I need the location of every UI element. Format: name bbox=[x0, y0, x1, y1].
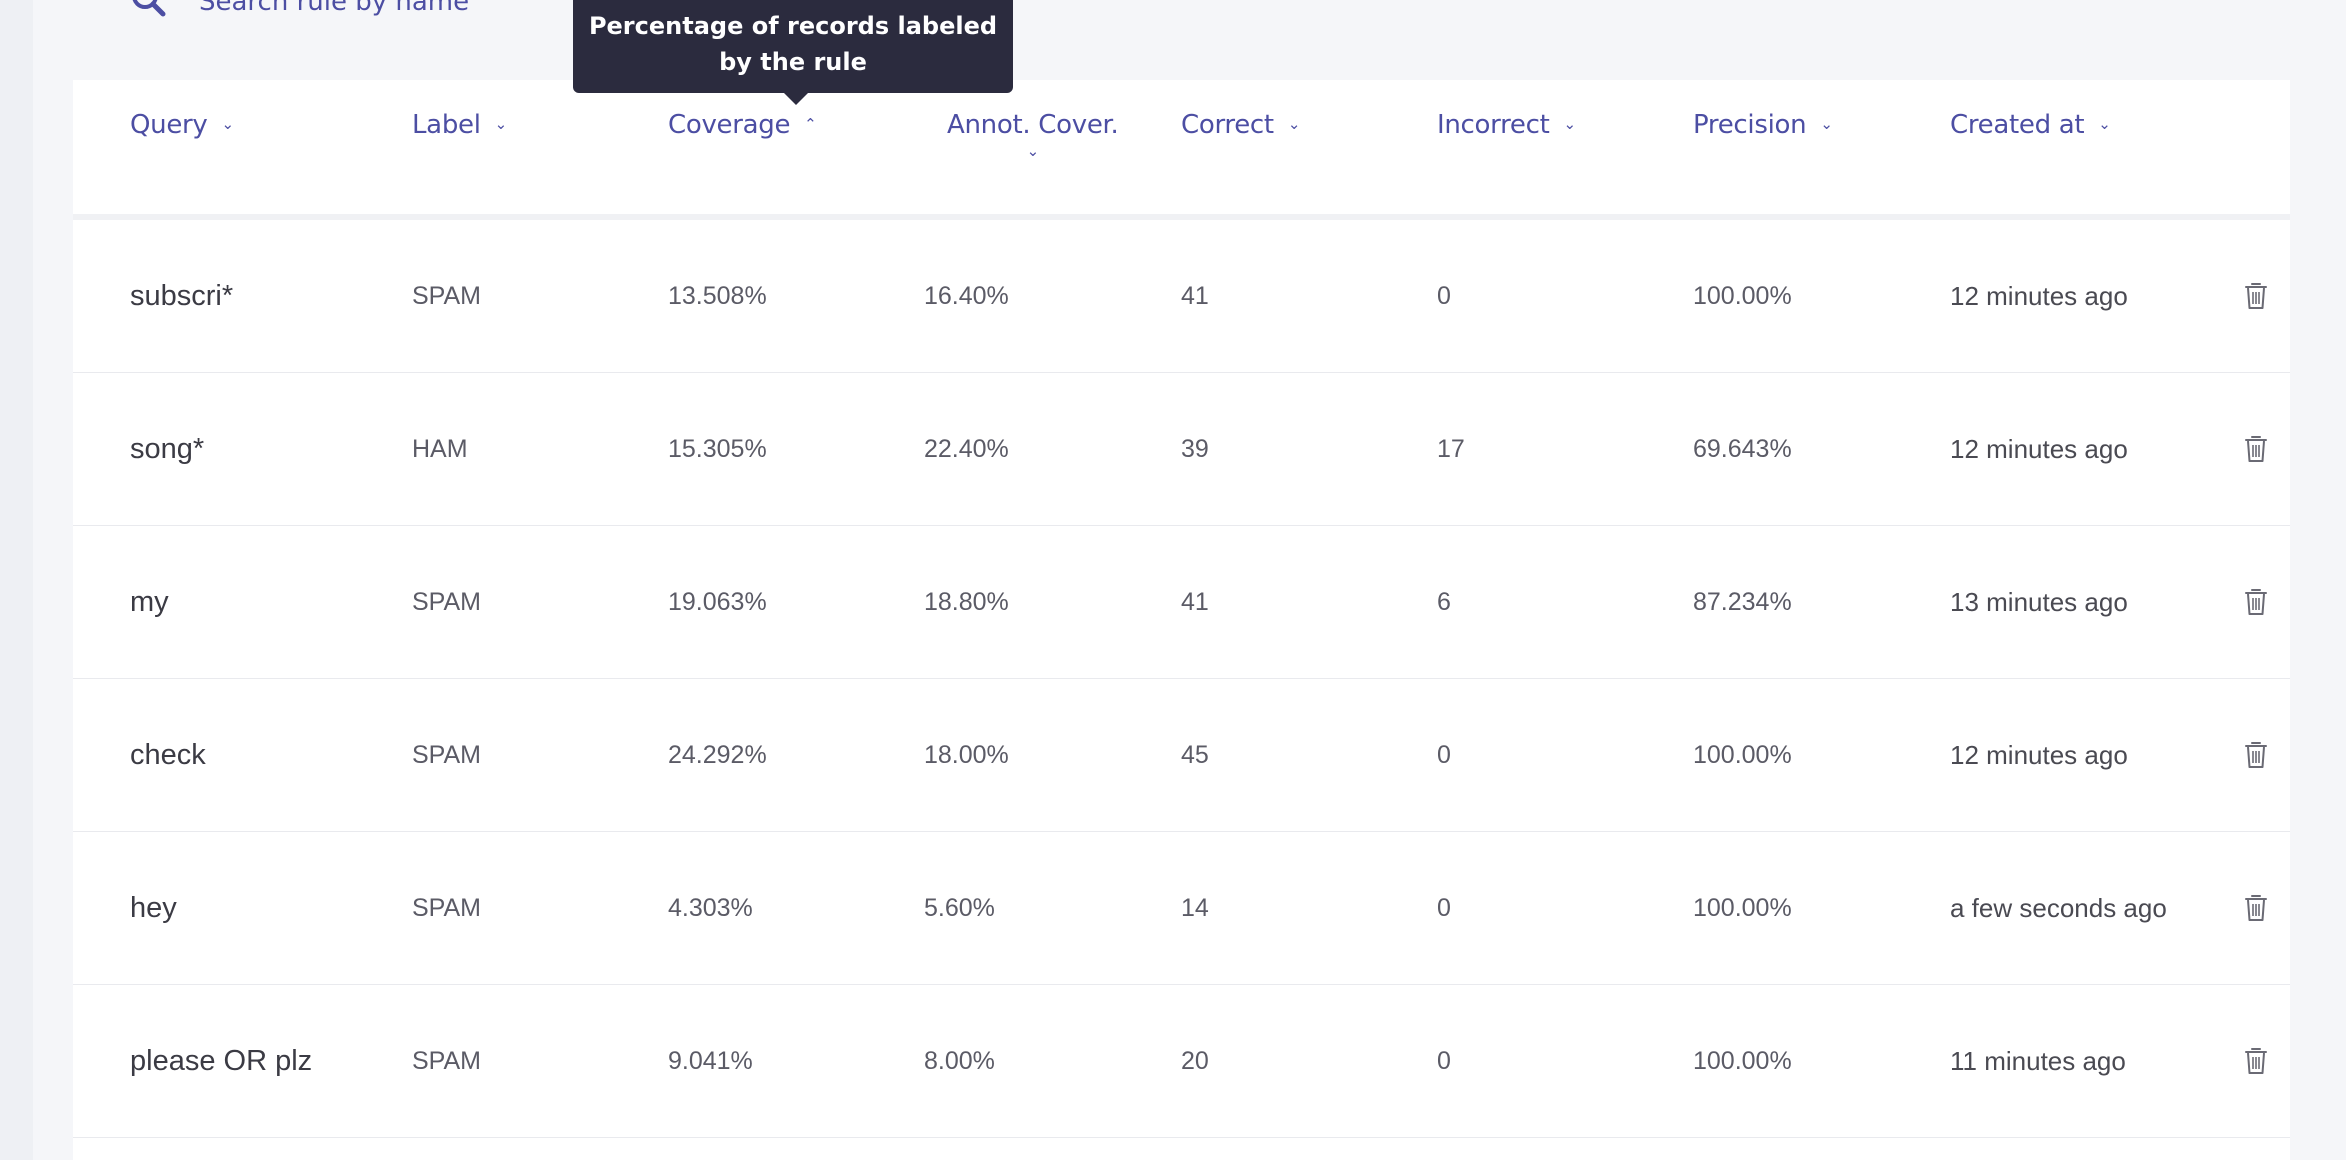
cell-query: subscri* bbox=[130, 279, 234, 312]
cell-incorrect: 6 bbox=[1437, 587, 1451, 616]
column-header-label[interactable]: Label ⌄ bbox=[412, 110, 507, 140]
cell-coverage: 4.303% bbox=[668, 893, 753, 922]
trash-icon[interactable] bbox=[2243, 1046, 2269, 1076]
delete-rule-button[interactable] bbox=[2243, 220, 2269, 372]
cell-correct: 14 bbox=[1181, 893, 1209, 922]
cell-coverage: 13.508% bbox=[668, 281, 767, 310]
cell-correct: 41 bbox=[1181, 587, 1209, 616]
rules-page: Query ⌄ Label ⌄ Coverage ⌃ Annot. Cover. ⌄ C… bbox=[33, 0, 2346, 1160]
cell-annot-cover: 18.00% bbox=[924, 740, 1009, 769]
chevron-down-icon: ⌄ bbox=[1563, 114, 1577, 133]
cell-correct: 39 bbox=[1181, 434, 1209, 463]
cell-coverage: 9.041% bbox=[668, 1046, 753, 1075]
tooltip-line: Percentage of records labeled bbox=[588, 12, 998, 40]
column-header-coverage[interactable]: Coverage ⌃ bbox=[668, 110, 817, 140]
cell-precision: 87.234% bbox=[1693, 587, 1792, 616]
delete-rule-button[interactable] bbox=[2243, 832, 2269, 984]
delete-rule-button[interactable] bbox=[2243, 373, 2269, 525]
column-header-label: Created at bbox=[1950, 110, 2085, 140]
column-header-incorrect[interactable]: Incorrect ⌄ bbox=[1437, 110, 1576, 140]
cell-label: HAM bbox=[412, 434, 468, 463]
cell-correct: 45 bbox=[1181, 740, 1209, 769]
trash-icon[interactable] bbox=[2243, 281, 2269, 311]
coverage-tooltip: Percentage of records labeled by the rul… bbox=[573, 0, 1013, 105]
chevron-down-icon: ⌄ bbox=[1026, 142, 1040, 160]
cell-query: song* bbox=[130, 432, 205, 465]
rules-table: Query ⌄ Label ⌄ Coverage ⌃ Annot. Cover. ⌄ C… bbox=[73, 80, 2290, 1160]
column-header-label: Precision bbox=[1693, 110, 1807, 140]
cell-coverage: 19.063% bbox=[668, 587, 767, 616]
cell-query: my bbox=[130, 585, 169, 618]
cell-incorrect: 0 bbox=[1437, 740, 1451, 769]
cell-precision: 100.00% bbox=[1693, 281, 1792, 310]
delete-rule-button[interactable] bbox=[2243, 679, 2269, 831]
cell-precision: 100.00% bbox=[1693, 740, 1792, 769]
chevron-down-icon: ⌄ bbox=[221, 114, 235, 133]
column-header-query[interactable]: Query ⌄ bbox=[130, 110, 234, 140]
column-header-precision[interactable]: Precision ⌄ bbox=[1693, 110, 1833, 140]
table-header: Query ⌄ Label ⌄ Coverage ⌃ Annot. Cover. ⌄ C… bbox=[73, 80, 2290, 220]
chevron-down-icon: ⌄ bbox=[1820, 114, 1833, 133]
trash-icon[interactable] bbox=[2243, 434, 2269, 464]
tooltip-line: by the rule bbox=[719, 48, 867, 76]
cell-annot-cover: 16.40% bbox=[924, 281, 1009, 310]
cell-query: hey bbox=[130, 891, 177, 924]
column-header-label: Incorrect bbox=[1437, 110, 1550, 140]
chevron-up-icon: ⌃ bbox=[804, 114, 817, 133]
cell-annot-cover: 22.40% bbox=[924, 434, 1009, 463]
cell-created-at: 12 minutes ago bbox=[1950, 433, 2128, 464]
column-header-label: Coverage bbox=[668, 110, 791, 140]
cell-coverage: 24.292% bbox=[668, 740, 767, 769]
column-header-annot-cover[interactable]: Annot. Cover. ⌄ bbox=[947, 108, 1119, 160]
column-header-label: Label bbox=[412, 110, 481, 140]
cell-correct: 41 bbox=[1181, 281, 1209, 310]
cell-created-at: a few seconds ago bbox=[1950, 892, 2167, 923]
cell-incorrect: 0 bbox=[1437, 893, 1451, 922]
cell-coverage: 15.305% bbox=[668, 434, 767, 463]
cell-annot-cover: 5.60% bbox=[924, 893, 995, 922]
table-row[interactable]: hey SPAM 4.303% 5.60% 14 0 100.00% a few second… bbox=[73, 832, 2290, 985]
table-row[interactable]: subscri* SPAM 13.508% 16.40% 41 0 100.00% 12 mi… bbox=[73, 220, 2290, 373]
cell-incorrect: 0 bbox=[1437, 281, 1451, 310]
chevron-down-icon: ⌄ bbox=[494, 114, 508, 133]
chevron-down-icon: ⌄ bbox=[2098, 114, 2111, 133]
trash-icon[interactable] bbox=[2243, 893, 2269, 923]
cell-annot-cover: 18.80% bbox=[924, 587, 1009, 616]
cell-incorrect: 0 bbox=[1437, 1046, 1451, 1075]
chevron-down-icon: ⌄ bbox=[1287, 114, 1301, 133]
cell-label: SPAM bbox=[412, 281, 481, 310]
delete-rule-button[interactable] bbox=[2243, 985, 2269, 1137]
cell-label: SPAM bbox=[412, 740, 481, 769]
table-body: subscri* SPAM 13.508% 16.40% 41 0 100.00% 12 mi… bbox=[73, 220, 2290, 1138]
cell-label: SPAM bbox=[412, 587, 481, 616]
cell-created-at: 13 minutes ago bbox=[1950, 586, 2128, 617]
trash-icon[interactable] bbox=[2243, 740, 2269, 770]
trash-icon[interactable] bbox=[2243, 587, 2269, 617]
cell-precision: 69.643% bbox=[1693, 434, 1792, 463]
column-header-label: Annot. Cover. bbox=[947, 110, 1119, 140]
column-header-correct[interactable]: Correct ⌄ bbox=[1181, 110, 1300, 140]
cell-created-at: 11 minutes ago bbox=[1950, 1045, 2126, 1076]
cell-precision: 100.00% bbox=[1693, 893, 1792, 922]
cell-query: please OR plz bbox=[130, 1044, 313, 1077]
cell-label: SPAM bbox=[412, 1046, 481, 1075]
table-row[interactable]: my SPAM 19.063% 18.80% 41 6 87.234% 13 minutes … bbox=[73, 526, 2290, 679]
cell-correct: 20 bbox=[1181, 1046, 1209, 1075]
column-header-label: Query bbox=[130, 110, 208, 140]
column-header-created-at[interactable]: Created at ⌄ bbox=[1950, 110, 2111, 140]
cell-created-at: 12 minutes ago bbox=[1950, 739, 2128, 770]
table-row[interactable]: please OR plz SPAM 9.041% 8.00% 20 0 100.00% 11… bbox=[73, 985, 2290, 1138]
column-header-label: Correct bbox=[1181, 110, 1274, 140]
cell-incorrect: 17 bbox=[1437, 434, 1465, 463]
table-row[interactable]: check SPAM 24.292% 18.00% 45 0 100.00% 12 minut… bbox=[73, 679, 2290, 832]
cell-query: check bbox=[130, 738, 206, 771]
cell-precision: 100.00% bbox=[1693, 1046, 1792, 1075]
search-icon[interactable] bbox=[129, 0, 169, 22]
cell-annot-cover: 8.00% bbox=[924, 1046, 995, 1075]
delete-rule-button[interactable] bbox=[2243, 526, 2269, 678]
cell-created-at: 12 minutes ago bbox=[1950, 280, 2128, 311]
table-row[interactable]: song* HAM 15.305% 22.40% 39 17 69.643% 12 minut… bbox=[73, 373, 2290, 526]
cell-label: SPAM bbox=[412, 893, 481, 922]
